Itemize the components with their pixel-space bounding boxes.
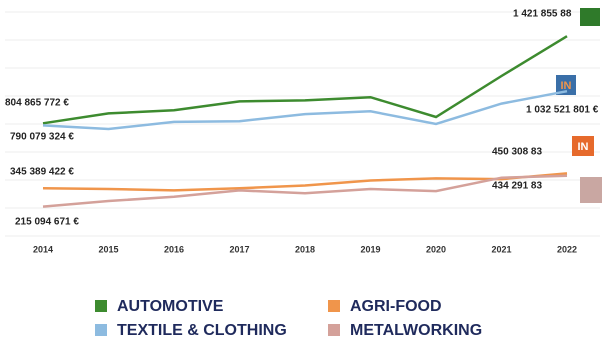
x-tick-label: 2019: [360, 244, 380, 254]
series-line: [42, 35, 568, 125]
value-label: 790 079 324 €: [10, 132, 74, 143]
series-line: [42, 174, 568, 208]
x-tick-label: 2017: [229, 244, 249, 254]
value-label: 450 308 83: [492, 147, 542, 158]
value-label: 215 094 671 €: [15, 217, 79, 228]
legend-label: METALWORKING: [350, 322, 482, 339]
value-label: 1 032 521 801 €: [526, 105, 599, 116]
value-label: 804 865 772 €: [5, 98, 69, 109]
legend-label: AGRI-FOOD: [350, 298, 442, 315]
legend-swatch: [95, 324, 107, 336]
x-tick-label: 2020: [426, 244, 446, 254]
x-tick-label: 2021: [491, 244, 511, 254]
svg-text:IN: IN: [561, 80, 572, 92]
legend-swatch: [328, 300, 340, 312]
x-tick-label: 2016: [164, 244, 184, 254]
x-tick-label: 2022: [557, 244, 577, 254]
x-tick-label: 2018: [295, 244, 315, 254]
legend-label: TEXTILE & CLOTHING: [117, 322, 287, 339]
icons: IN IN: [556, 8, 602, 203]
x-tick-label: 2014: [33, 244, 53, 254]
legend-swatch: [328, 324, 340, 336]
x-tick-label: 2015: [98, 244, 118, 254]
legend-label: AUTOMOTIVE: [117, 298, 224, 315]
value-label: 345 389 422 €: [10, 167, 74, 178]
grid: [5, 11, 600, 237]
value-label: 1 421 855 88: [513, 9, 572, 20]
value-label: 434 291 83: [492, 181, 542, 192]
series-line: [42, 89, 568, 131]
svg-text:IN: IN: [578, 141, 589, 153]
series-line: [42, 172, 568, 192]
legend-swatch: [95, 300, 107, 312]
